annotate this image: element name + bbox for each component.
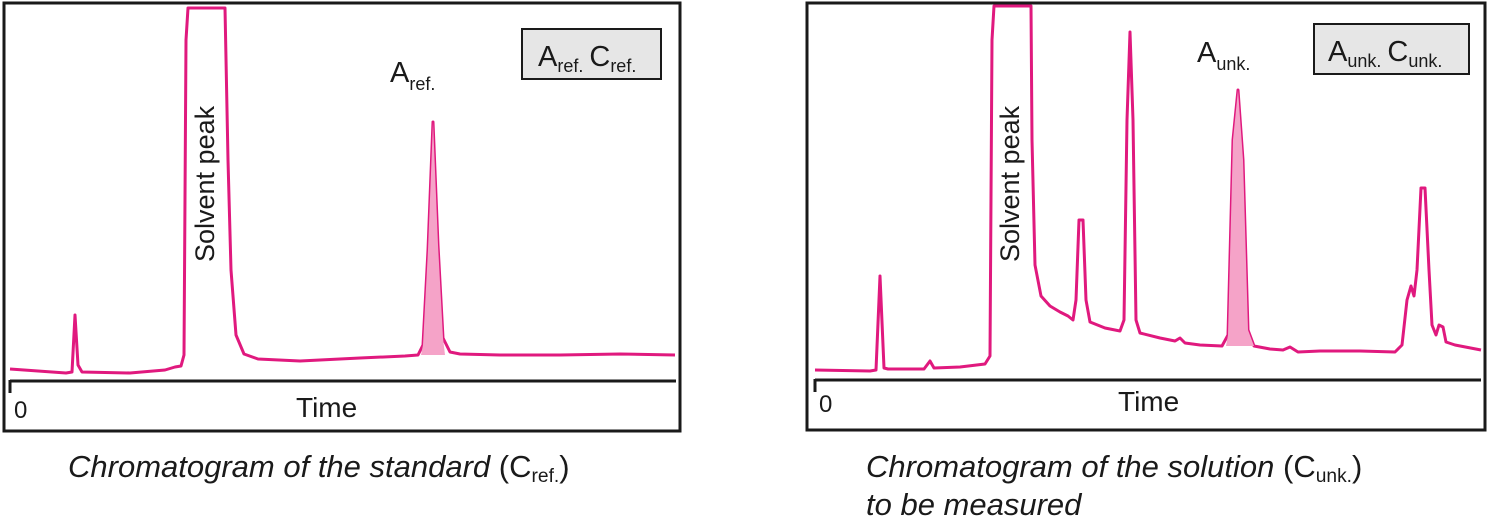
- left-caption: Chromatogram of the standard (Cref.): [68, 448, 570, 486]
- right-caption-concentration: (Cunk.): [1283, 449, 1363, 487]
- left-caption-text: Chromatogram of the standard: [68, 449, 491, 484]
- right-solvent-peak-label: Solvent peak: [995, 105, 1025, 262]
- left-caption-concentration: (Cref.): [498, 449, 570, 487]
- left-chromatogram-trace: [9, 6, 676, 375]
- left-legend-text: Aref. Cref.: [538, 41, 636, 76]
- left-axis-zero: 0: [14, 397, 27, 424]
- right-caption: Chromatogram of the solution (Cunk.): [866, 448, 1362, 486]
- right-chromatogram-trace: [814, 4, 1482, 373]
- right-unknown-peak-area: [1226, 90, 1254, 346]
- right-peak-label: Aunk.: [1197, 37, 1250, 74]
- left-peak-label: Aref.: [390, 57, 435, 94]
- right-axis-zero: 0: [819, 391, 832, 418]
- right-legend-box: [1313, 23, 1470, 75]
- right-axis-label: Time: [1118, 386, 1179, 417]
- left-solvent-peak-label: Solvent peak: [190, 105, 220, 262]
- right-legend-text: Aunk. Cunk.: [1328, 36, 1442, 71]
- left-reference-peak-area: [421, 122, 445, 355]
- right-caption-line2: to be measured: [866, 487, 1082, 522]
- right-caption-text: Chromatogram of the solution: [866, 449, 1275, 484]
- left-axis-label: Time: [296, 392, 357, 423]
- left-legend-box: [521, 28, 662, 80]
